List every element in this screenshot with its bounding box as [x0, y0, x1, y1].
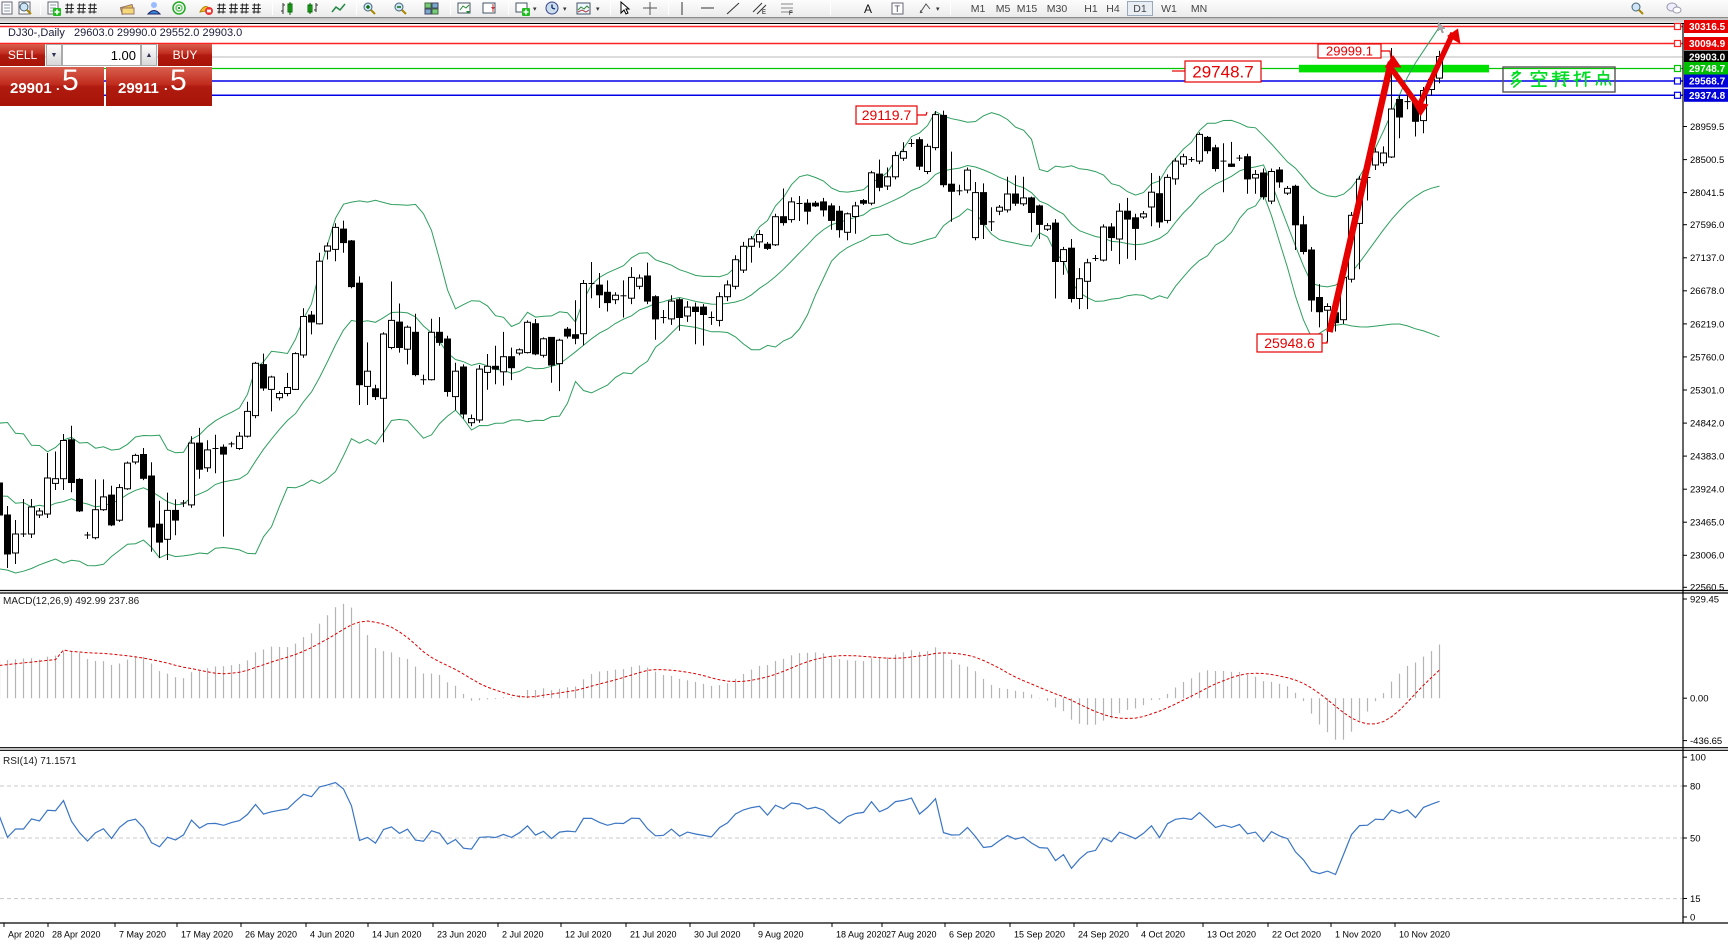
svg-text:0.00: 0.00: [1690, 694, 1709, 705]
svg-text:17 May 2020: 17 May 2020: [181, 930, 233, 940]
svg-text:30 Jul 2020: 30 Jul 2020: [694, 930, 741, 940]
svg-text:29999.1: 29999.1: [1326, 44, 1373, 59]
svg-text:28 Apr 2020: 28 Apr 2020: [52, 930, 101, 940]
svg-text:T: T: [895, 4, 901, 14]
svg-text:4 Oct 2020: 4 Oct 2020: [1141, 930, 1185, 940]
svg-text:22 Oct 2020: 22 Oct 2020: [1272, 930, 1321, 940]
svg-text:E: E: [762, 10, 766, 16]
svg-text:28041.5: 28041.5: [1690, 188, 1724, 199]
svg-text:26678.0: 26678.0: [1690, 286, 1724, 297]
svg-text:29748.7: 29748.7: [1689, 64, 1726, 75]
svg-text:100: 100: [1690, 753, 1706, 764]
svg-text:7 May 2020: 7 May 2020: [119, 930, 166, 940]
svg-text:25301.0: 25301.0: [1690, 385, 1724, 396]
svg-text:23465.0: 23465.0: [1690, 518, 1724, 529]
svg-text:30094.9: 30094.9: [1689, 39, 1726, 50]
svg-text:29374.8: 29374.8: [1689, 91, 1726, 102]
svg-text:929.45: 929.45: [1690, 594, 1719, 605]
svg-text:24 Sep 2020: 24 Sep 2020: [1078, 930, 1129, 940]
svg-text:6 Sep 2020: 6 Sep 2020: [949, 930, 995, 940]
svg-text:27596.0: 27596.0: [1690, 220, 1724, 231]
svg-text:RSI(14) 71.1571: RSI(14) 71.1571: [3, 756, 77, 767]
svg-text:1 Nov 2020: 1 Nov 2020: [1335, 930, 1381, 940]
svg-text:80: 80: [1690, 781, 1701, 792]
svg-text:24842.0: 24842.0: [1690, 419, 1724, 430]
svg-text:10 Nov 2020: 10 Nov 2020: [1399, 930, 1450, 940]
svg-text:Apr 2020: Apr 2020: [8, 930, 45, 940]
svg-text:2 Jul 2020: 2 Jul 2020: [502, 930, 544, 940]
svg-text:12 Jul 2020: 12 Jul 2020: [565, 930, 612, 940]
svg-text:-436.65: -436.65: [1690, 736, 1722, 747]
svg-text:28500.5: 28500.5: [1690, 155, 1724, 166]
svg-text:15: 15: [1690, 894, 1701, 905]
svg-text:14 Jun 2020: 14 Jun 2020: [372, 930, 422, 940]
svg-text:15 Sep 2020: 15 Sep 2020: [1014, 930, 1065, 940]
svg-text:13 Oct 2020: 13 Oct 2020: [1207, 930, 1256, 940]
svg-text:21 Jul 2020: 21 Jul 2020: [630, 930, 677, 940]
svg-text:30316.5: 30316.5: [1689, 22, 1726, 33]
svg-text:0: 0: [1690, 912, 1695, 923]
svg-text:29748.7: 29748.7: [1192, 63, 1253, 82]
svg-text:23 Jun 2020: 23 Jun 2020: [437, 930, 487, 940]
svg-text:27137.0: 27137.0: [1690, 253, 1724, 264]
svg-text:F: F: [789, 11, 793, 16]
svg-text:MACD(12,26,9) 492.99 237.86: MACD(12,26,9) 492.99 237.86: [3, 596, 140, 607]
svg-text:26 May 2020: 26 May 2020: [245, 930, 297, 940]
svg-text:24383.0: 24383.0: [1690, 452, 1724, 463]
svg-text:22560.5: 22560.5: [1690, 583, 1724, 594]
svg-text:4 Jun 2020: 4 Jun 2020: [310, 930, 355, 940]
svg-text:29119.7: 29119.7: [862, 107, 912, 123]
svg-text:25760.0: 25760.0: [1690, 352, 1724, 363]
svg-text:27 Aug 2020: 27 Aug 2020: [886, 930, 937, 940]
svg-text:50: 50: [1690, 833, 1701, 844]
svg-text:29568.7: 29568.7: [1689, 77, 1726, 88]
svg-text:18 Aug 2020: 18 Aug 2020: [836, 930, 887, 940]
svg-text:28959.5: 28959.5: [1690, 122, 1724, 133]
svg-text:25948.6: 25948.6: [1264, 335, 1315, 351]
svg-text:9 Aug 2020: 9 Aug 2020: [758, 930, 804, 940]
svg-text:23006.0: 23006.0: [1690, 551, 1724, 562]
svg-text:23924.0: 23924.0: [1690, 485, 1724, 496]
svg-text:29903.0: 29903.0: [1689, 53, 1726, 64]
svg-text:26219.0: 26219.0: [1690, 319, 1724, 330]
